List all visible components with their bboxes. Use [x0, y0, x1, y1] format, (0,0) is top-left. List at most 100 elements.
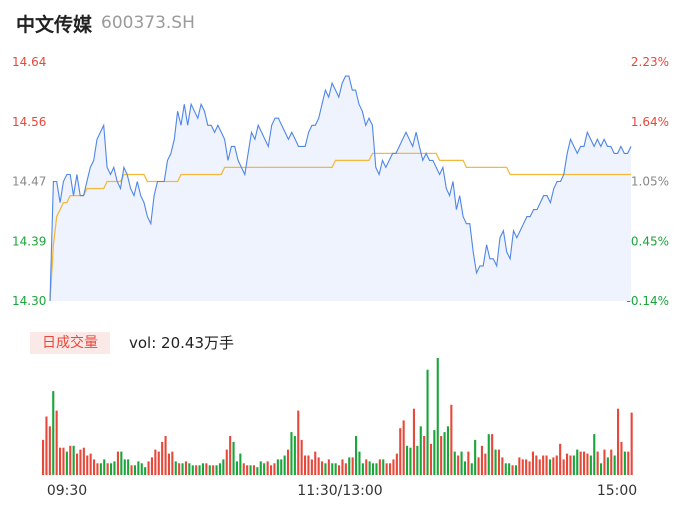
- stock-code: 600373.SH: [101, 13, 195, 33]
- y-tick-right: 2.23%: [631, 55, 669, 69]
- volume-bar: [623, 451, 626, 475]
- volume-bar: [586, 453, 589, 475]
- volume-bar: [470, 463, 473, 475]
- volume-bar: [603, 449, 606, 475]
- volume-bar: [259, 461, 262, 476]
- volume-bar: [494, 449, 497, 475]
- volume-bar: [79, 449, 82, 475]
- volume-bar: [174, 461, 177, 476]
- volume-bar: [392, 459, 395, 475]
- volume-bar: [443, 432, 446, 475]
- volume-bar: [69, 445, 72, 476]
- volume-bar: [372, 463, 375, 475]
- volume-bar: [630, 412, 633, 475]
- volume-bar: [589, 455, 592, 475]
- volume-bar: [344, 463, 347, 475]
- volume-bar: [545, 455, 548, 475]
- volume-bar: [164, 436, 167, 475]
- volume-bar: [263, 463, 266, 475]
- volume-bar: [566, 453, 569, 475]
- volume-bar: [235, 461, 239, 476]
- volume-bar: [205, 463, 208, 475]
- volume-bar: [351, 457, 354, 475]
- volume-bar: [487, 434, 490, 475]
- price-area-layer: [50, 76, 631, 301]
- x-tick-label: 15:00: [597, 483, 637, 499]
- volume-bar: [382, 459, 385, 475]
- volume-bar: [327, 459, 330, 475]
- volume-bar: [55, 410, 58, 475]
- volume-bar: [569, 455, 572, 475]
- y-tick-right: 0.45%: [631, 234, 669, 248]
- volume-bar: [130, 465, 133, 476]
- volume-bar: [137, 461, 140, 476]
- volume-bar: [133, 465, 137, 476]
- volume-bar: [229, 436, 232, 475]
- volume-bar: [310, 459, 313, 475]
- x-tick-label: 09:30: [47, 483, 87, 499]
- volume-text: vol: 20.43万手: [129, 334, 234, 352]
- volume-bar: [504, 463, 507, 475]
- volume-bar: [583, 451, 586, 475]
- volume-bar: [429, 443, 433, 475]
- volume-bar: [110, 463, 113, 475]
- volume-bar: [412, 408, 416, 475]
- volume-bar: [552, 457, 555, 475]
- volume-bar: [72, 445, 75, 476]
- volume-bar: [463, 461, 467, 476]
- x-ticks: 09:30 11:30/13:00 15:00: [47, 483, 637, 499]
- y-ticks-left: 14.64 14.56 14.47 14.39 14.30: [12, 55, 46, 308]
- volume-bar: [467, 451, 470, 475]
- volume-bar: [457, 455, 460, 475]
- volume-bar: [215, 465, 218, 476]
- volume-bar: [508, 463, 511, 475]
- volume-bar: [273, 463, 276, 475]
- volume-bar: [167, 453, 171, 475]
- volume-bar: [212, 465, 215, 476]
- volume-bar: [389, 463, 392, 475]
- volume-bar: [103, 459, 106, 475]
- volume-bar: [65, 451, 68, 475]
- volume-bar: [181, 463, 184, 475]
- volume-bar: [436, 358, 439, 475]
- volume-bar: [147, 461, 150, 476]
- volume-bar: [358, 451, 361, 475]
- volume-bar: [416, 445, 419, 476]
- volume-bar: [593, 434, 596, 475]
- volume-bar: [355, 436, 358, 475]
- volume-bar: [317, 457, 320, 475]
- volume-bar: [491, 434, 494, 475]
- volume-bar: [106, 463, 109, 475]
- volume-bar: [201, 463, 205, 475]
- volume-bar: [93, 459, 96, 475]
- volume-bar: [252, 465, 256, 476]
- price-area: [50, 76, 631, 301]
- volume-bar: [474, 439, 477, 475]
- volume-bar: [304, 455, 307, 475]
- volume-bar: [300, 439, 303, 475]
- volume-bar: [150, 457, 154, 475]
- volume-bar: [89, 453, 92, 475]
- volume-bar: [195, 465, 198, 476]
- volume-bar: [59, 447, 62, 475]
- volume-bar: [290, 432, 293, 475]
- line-layer: [49, 75, 632, 302]
- volume-bar: [627, 451, 630, 475]
- volume-bar: [433, 430, 436, 475]
- volume-bar: [528, 461, 531, 476]
- y-tick-right: 1.05%: [631, 175, 669, 189]
- volume-bar: [555, 455, 558, 475]
- volume-bar: [222, 459, 225, 475]
- y-tick-left: 14.39: [12, 234, 46, 248]
- volume-bar: [266, 461, 269, 476]
- volume-bar: [477, 457, 480, 475]
- volume-bar: [270, 465, 273, 476]
- volume-bar: [99, 463, 102, 475]
- volume-bar: [361, 463, 364, 475]
- volume-bar: [572, 455, 575, 475]
- volume-bar: [518, 457, 521, 475]
- volume-bar: [123, 459, 126, 475]
- volume-bar: [341, 459, 344, 475]
- volume-bar: [321, 461, 324, 476]
